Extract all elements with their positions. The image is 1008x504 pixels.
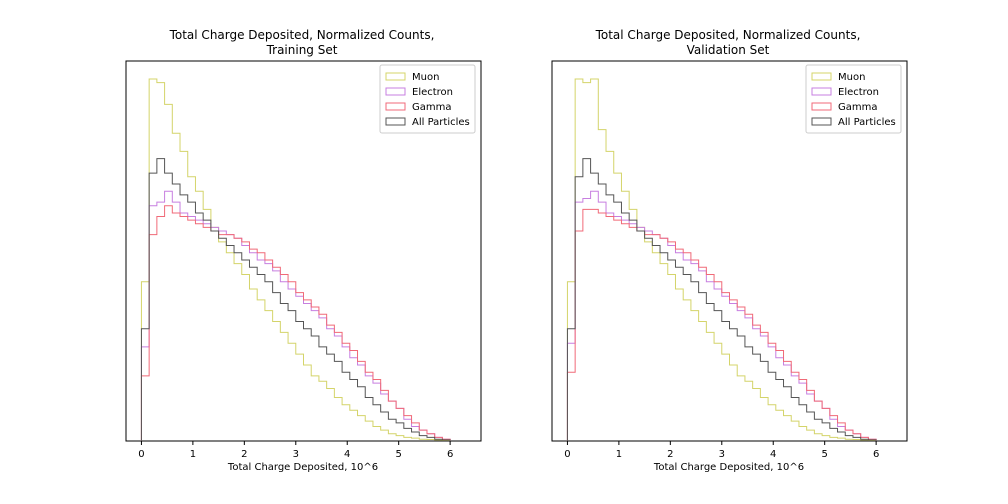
legend-label: Gamma — [838, 102, 878, 113]
chart-title-line-2: Training Set — [266, 43, 338, 57]
chart-title-line-1: Total Charge Deposited, Normalized Count… — [595, 28, 861, 42]
chart-validation: Total Charge Deposited, Normalized Count… — [551, 28, 908, 473]
histogram-series-gamma — [140, 205, 451, 441]
legend-swatch — [385, 102, 406, 111]
x-tick-label: 4 — [770, 449, 776, 460]
x-tick-label: 0 — [138, 449, 144, 460]
x-axis: 0 1 2 3 4 5 6 — [138, 441, 453, 460]
x-tick-label: 2 — [241, 449, 247, 460]
histogram-series-all-particles — [140, 158, 451, 441]
x-tick-label: 3 — [293, 449, 299, 460]
legend: Muon Electron Gamma All Particles — [379, 64, 476, 134]
x-axis-label: Total Charge Deposited, 10^6 — [653, 462, 804, 473]
legend-label: Electron — [838, 87, 879, 98]
legend-label: Electron — [412, 87, 453, 98]
legend-swatch — [385, 117, 406, 126]
plot-area — [125, 60, 482, 442]
legend-label: All Particles — [838, 117, 896, 128]
legend-label: Muon — [412, 72, 439, 83]
x-axis-label: Total Charge Deposited, 10^6 — [227, 462, 378, 473]
histogram-series-muon — [140, 78, 451, 441]
x-tick-label: 5 — [821, 449, 827, 460]
plot-area — [551, 60, 908, 442]
x-axis: 0 1 2 3 4 5 6 — [564, 441, 879, 460]
x-tick-label: 2 — [667, 449, 673, 460]
series-group — [566, 78, 877, 441]
x-tick-label: 5 — [395, 449, 401, 460]
histogram-series-gamma — [566, 208, 877, 441]
x-tick-label: 4 — [344, 449, 350, 460]
x-tick-label: 3 — [719, 449, 725, 460]
chart-training: Total Charge Deposited, Normalized Count… — [125, 28, 482, 473]
x-tick-label: 1 — [190, 449, 196, 460]
legend-swatch — [811, 117, 832, 126]
legend-swatch — [811, 87, 832, 96]
legend-swatch — [385, 87, 406, 96]
series-group — [140, 78, 451, 441]
x-tick-label: 6 — [447, 449, 453, 460]
histogram-series-all-particles — [566, 158, 877, 441]
x-tick-label: 0 — [564, 449, 570, 460]
x-tick-label: 6 — [873, 449, 879, 460]
legend-box — [379, 64, 476, 134]
legend-label: Muon — [838, 72, 865, 83]
legend-swatch — [385, 72, 406, 81]
legend-box — [805, 64, 902, 134]
chart-title-line-1: Total Charge Deposited, Normalized Count… — [169, 28, 435, 42]
histogram-series-muon — [566, 78, 877, 441]
chart-title-line-2: Validation Set — [687, 43, 770, 57]
legend-label: All Particles — [412, 117, 470, 128]
legend-label: Gamma — [412, 102, 452, 113]
x-tick-label: 1 — [616, 449, 622, 460]
legend-swatch — [811, 102, 832, 111]
legend-swatch — [811, 72, 832, 81]
legend: Muon Electron Gamma All Particles — [805, 64, 902, 134]
